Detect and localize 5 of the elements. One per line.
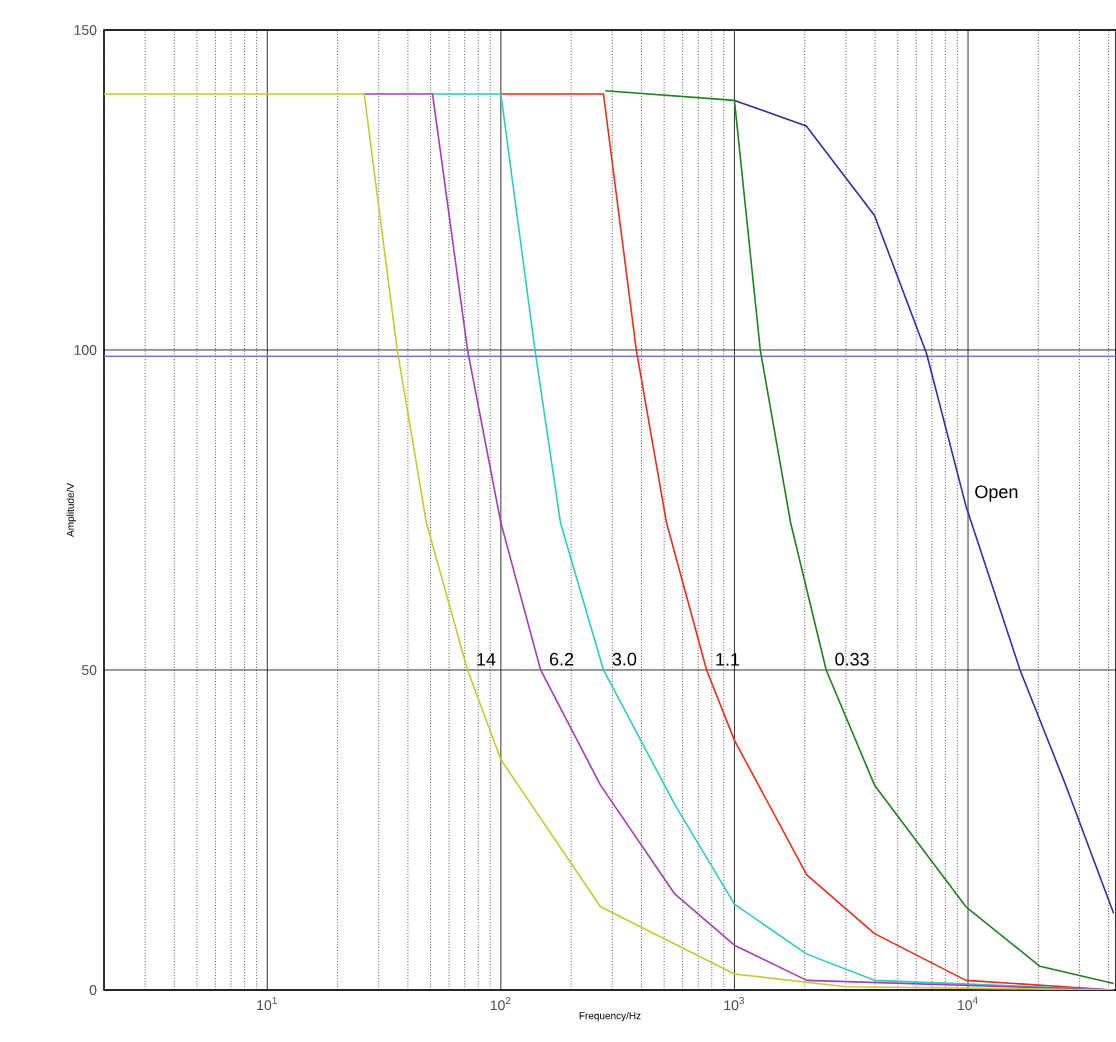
annotation: 0.33 — [835, 652, 869, 666]
annotation: 14 — [477, 653, 496, 666]
annotation: 3.0 — [612, 652, 637, 666]
annotation: Open — [975, 485, 1018, 502]
annotation: 6.2 — [549, 652, 574, 666]
